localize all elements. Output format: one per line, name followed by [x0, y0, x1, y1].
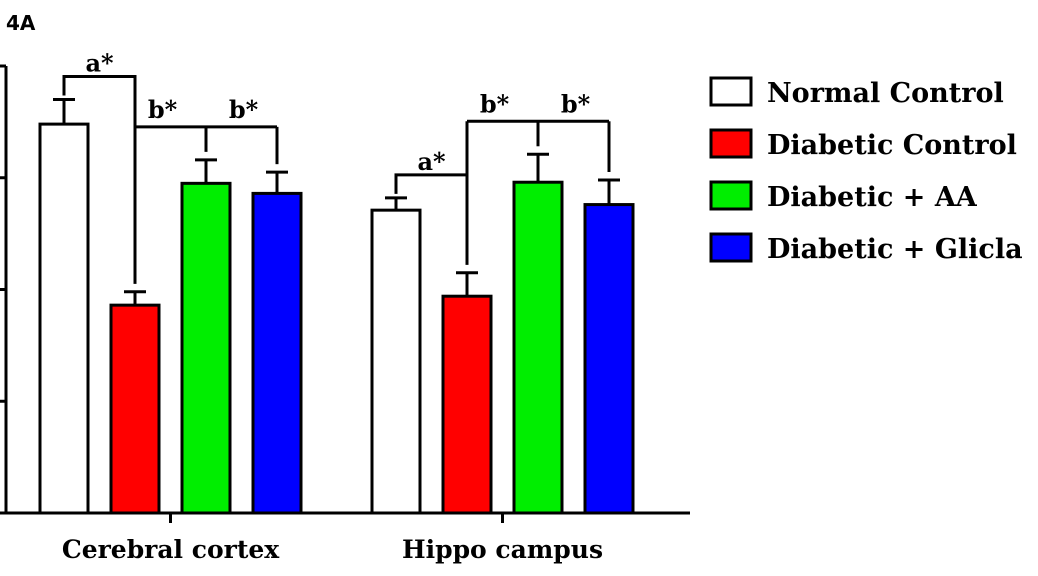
bar	[512, 180, 564, 515]
x-tick-label: Cerebral cortex	[62, 535, 280, 564]
panel-label: 4A	[6, 11, 36, 35]
legend: Normal Control Diabetic Control Diabetic +…	[709, 76, 1023, 265]
bar	[441, 294, 493, 515]
legend-label: Diabetic + AA	[767, 182, 978, 213]
bar	[38, 122, 90, 515]
legend-label: Diabetic + Glicla	[767, 234, 1023, 265]
significance-label: b*	[229, 95, 259, 124]
bar	[251, 191, 303, 515]
legend-swatch	[709, 76, 753, 107]
legend-label: Normal Control	[767, 78, 1004, 109]
legend-swatch	[709, 180, 753, 211]
bar	[583, 203, 635, 515]
bar	[180, 181, 232, 515]
bar	[109, 303, 161, 515]
plot-area: Cerebral cortex Hippo campus a* b* b* a* b* b*	[0, 49, 690, 564]
significance-label: a*	[85, 49, 114, 78]
significance-label: b*	[480, 89, 510, 118]
significance-label: b*	[561, 89, 591, 118]
bar	[370, 208, 422, 515]
x-tick-label: Hippo campus	[402, 535, 603, 564]
legend-label: Diabetic Control	[767, 130, 1017, 161]
legend-swatch	[709, 128, 753, 159]
significance-label: b*	[148, 95, 178, 124]
legend-swatch	[709, 232, 753, 263]
significance-label: a*	[417, 147, 446, 176]
